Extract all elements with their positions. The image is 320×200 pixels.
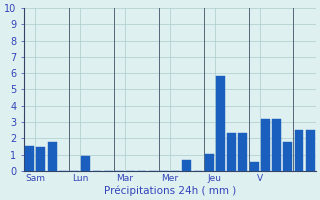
Bar	[25, 146, 34, 171]
X-axis label: Précipitations 24h ( mm ): Précipitations 24h ( mm )	[104, 185, 236, 196]
Bar	[294, 130, 303, 171]
Bar	[182, 160, 191, 171]
Bar	[272, 119, 281, 171]
Bar	[306, 130, 315, 171]
Bar	[205, 154, 214, 171]
Bar	[261, 119, 270, 171]
Bar	[238, 133, 247, 171]
Bar	[227, 133, 236, 171]
Bar	[36, 147, 45, 171]
Bar	[250, 162, 259, 171]
Bar	[81, 156, 90, 171]
Bar	[216, 76, 225, 171]
Bar	[283, 142, 292, 171]
Bar	[48, 142, 57, 171]
